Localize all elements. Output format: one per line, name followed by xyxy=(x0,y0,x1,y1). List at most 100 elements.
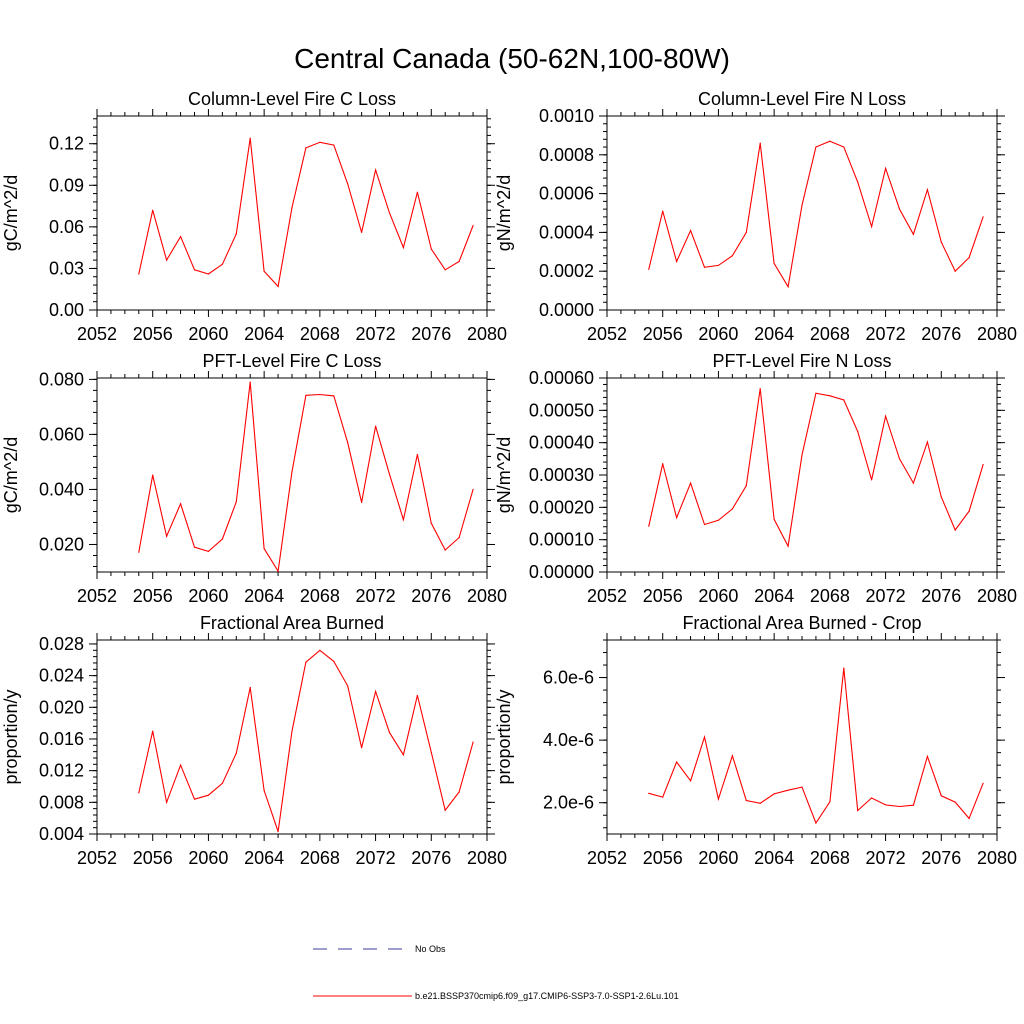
data-point xyxy=(912,804,915,806)
data-point xyxy=(374,690,377,693)
x-tick-label: 2076 xyxy=(921,324,961,344)
x-tick-label: 2056 xyxy=(133,848,173,868)
data-point xyxy=(221,538,223,540)
x-tick-label: 2076 xyxy=(921,848,961,868)
data-point xyxy=(759,802,761,804)
x-tick-label: 2076 xyxy=(411,848,451,868)
y-tick-label: 0.00060 xyxy=(529,368,594,388)
y-tick-label: 0.00030 xyxy=(529,465,594,485)
data-point xyxy=(898,458,901,460)
data-point xyxy=(263,789,265,792)
x-tick-label: 2060 xyxy=(698,586,738,606)
data-point xyxy=(458,260,460,263)
x-tick-label: 2056 xyxy=(133,324,173,344)
x-tick-label: 2068 xyxy=(300,586,340,606)
data-point xyxy=(815,822,817,824)
x-tick-label: 2072 xyxy=(866,586,906,606)
data-point xyxy=(968,817,970,819)
data-point xyxy=(138,792,140,794)
data-point xyxy=(472,488,474,491)
data-point xyxy=(179,764,182,766)
data-point xyxy=(235,501,237,503)
y-axis-label: gN/m^2/d xyxy=(494,175,514,251)
x-tick-label: 2068 xyxy=(300,324,340,344)
x-tick-label: 2080 xyxy=(467,324,507,344)
y-tick-label: 0.00040 xyxy=(529,433,594,453)
data-point xyxy=(179,503,182,505)
data-point xyxy=(166,259,168,261)
y-axis-label: proportion/y xyxy=(494,689,514,784)
panel-title: Fractional Area Burned xyxy=(200,613,384,633)
data-point xyxy=(717,264,720,266)
chart-panel-2: 2052 2056 2060 2064 2068 2072 2076 2080 0.0000 0.… xyxy=(494,89,1017,344)
data-point xyxy=(954,529,956,531)
data-point xyxy=(787,545,789,547)
series-line-1 xyxy=(648,388,984,548)
x-tick-label: 2072 xyxy=(866,324,906,344)
data-point xyxy=(263,270,265,272)
y-tick-label: 0.0010 xyxy=(539,106,594,126)
data-point xyxy=(388,473,391,475)
data-point xyxy=(871,225,873,228)
y-tick-label: 0.00 xyxy=(49,300,84,320)
x-tick-label: 2068 xyxy=(810,848,850,868)
data-point xyxy=(968,510,970,512)
plot-frame xyxy=(96,115,488,311)
data-point xyxy=(843,667,845,669)
x-tick-label: 2064 xyxy=(244,586,284,606)
data-point xyxy=(291,470,293,473)
series-line-1 xyxy=(138,382,474,573)
data-point xyxy=(648,792,650,794)
y-tick-label: 0.060 xyxy=(39,424,84,444)
y-tick-label: 0.008 xyxy=(39,792,84,812)
panel-title: Fractional Area Burned - Crop xyxy=(682,613,921,633)
series-line-1 xyxy=(138,649,474,832)
data-point xyxy=(676,761,678,763)
data-point xyxy=(207,273,210,275)
data-point xyxy=(662,796,664,798)
data-point xyxy=(829,140,831,142)
data-point xyxy=(291,730,293,732)
x-tick-label: 2056 xyxy=(643,848,683,868)
data-point xyxy=(235,233,237,235)
data-point xyxy=(662,463,664,465)
data-point xyxy=(305,661,307,663)
data-point xyxy=(648,525,650,527)
data-point xyxy=(857,809,859,812)
x-tick-label: 2068 xyxy=(810,324,850,344)
data-point xyxy=(263,548,265,550)
x-tick-label: 2080 xyxy=(977,324,1017,344)
x-tick-label: 2072 xyxy=(356,848,396,868)
data-point xyxy=(676,260,678,263)
x-tick-label: 2060 xyxy=(188,848,228,868)
data-point xyxy=(884,415,887,417)
data-point xyxy=(305,147,307,149)
data-point xyxy=(333,395,335,397)
series-line-1 xyxy=(648,668,984,825)
x-tick-label: 2072 xyxy=(356,586,396,606)
data-point xyxy=(472,741,474,743)
chart-panel-1: 2052 2056 2060 2064 2068 2072 2076 2080 0.00 0.03… xyxy=(1,89,507,344)
data-point xyxy=(179,235,182,238)
x-tick-label: 2056 xyxy=(133,586,173,606)
data-point xyxy=(801,454,803,456)
data-point xyxy=(347,183,349,185)
data-point xyxy=(402,519,405,521)
data-point xyxy=(745,485,747,487)
y-tick-label: 0.016 xyxy=(39,729,84,749)
y-tick-label: 0.028 xyxy=(39,634,84,654)
y-axis-label: proportion/y xyxy=(1,689,21,784)
x-tick-label: 2080 xyxy=(977,586,1017,606)
data-point xyxy=(926,189,928,191)
data-point xyxy=(277,285,279,288)
data-point xyxy=(717,519,720,521)
data-point xyxy=(829,395,831,397)
y-tick-label: 0.0006 xyxy=(539,184,594,204)
data-point xyxy=(319,393,321,396)
data-point xyxy=(361,747,363,749)
data-point xyxy=(472,224,474,227)
data-point xyxy=(954,270,956,272)
data-point xyxy=(291,206,293,209)
panel-title: Column-Level Fire C Loss xyxy=(188,89,396,109)
